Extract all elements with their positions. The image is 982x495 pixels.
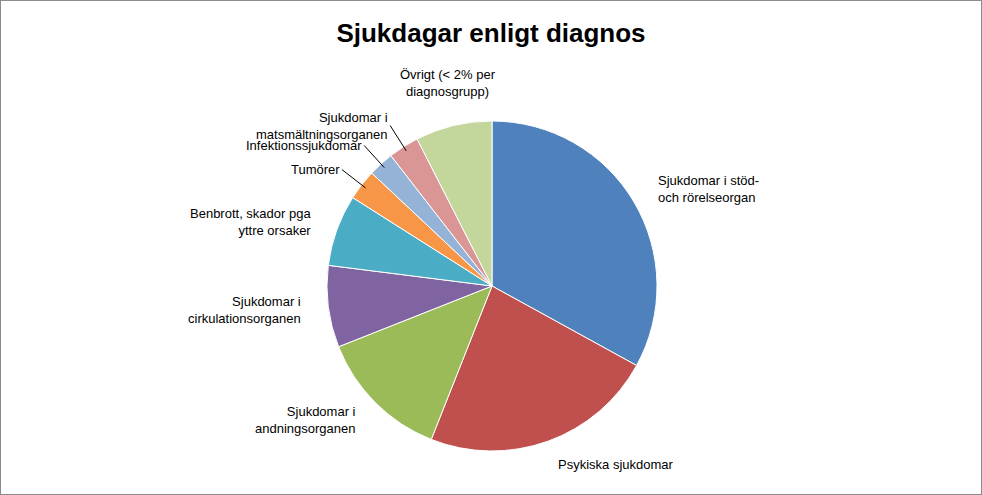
svg-text:Infektionssjukdomar: Infektionssjukdomar [246,138,362,153]
svg-text:Övrigt (< 2% perdiagnosgrupp): Övrigt (< 2% perdiagnosgrupp) [400,67,496,99]
svg-text:Tumörer: Tumörer [291,162,340,177]
svg-text:Sjukdomar imatsmältningsorgane: Sjukdomar imatsmältningsorganen [256,110,388,142]
svg-text:Sjukdomar iandningsorganen: Sjukdomar iandningsorganen [255,404,356,436]
svg-text:Psykiska sjukdomar: Psykiska sjukdomar [558,457,674,472]
svg-text:Sjukdagar enligt diagnos: Sjukdagar enligt diagnos [336,18,645,48]
svg-text:Sjukdomar i stöd-och rörelseor: Sjukdomar i stöd-och rörelseorgan [658,173,759,205]
svg-text:Benbrott, skador pgayttre orsa: Benbrott, skador pgayttre orsaker [190,206,311,238]
svg-text:Sjukdomar icirkulationsorganen: Sjukdomar icirkulationsorganen [188,294,301,326]
